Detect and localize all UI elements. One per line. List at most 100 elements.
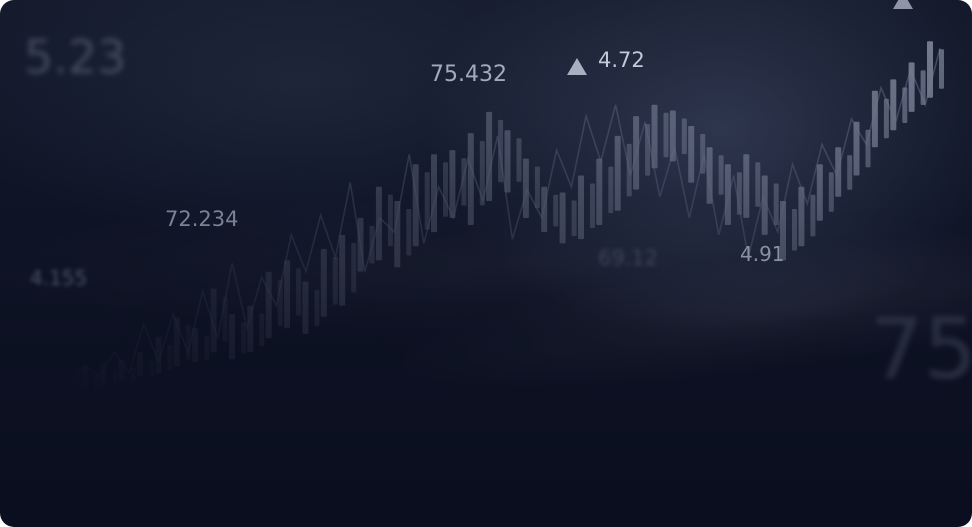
candle-bar: [608, 166, 614, 214]
candle-bar: [247, 305, 254, 353]
price-label: 4.91: [740, 242, 785, 266]
candle-bar: [590, 183, 595, 228]
candle-bar: [828, 172, 834, 212]
candle-bar: [810, 194, 816, 237]
price-label: 4.72: [598, 48, 645, 72]
candle-bar: [761, 175, 768, 235]
candle-bar: [155, 336, 162, 374]
candle-bar: [431, 154, 437, 233]
candle-bar: [553, 194, 559, 227]
candle-bar: [908, 62, 915, 112]
candle-bar: [724, 164, 731, 225]
candle-bar: [479, 141, 485, 206]
candle-bar: [443, 162, 448, 217]
price-label: 4.155: [30, 266, 88, 290]
candle-bar: [357, 217, 364, 272]
candle-bar: [449, 150, 456, 218]
candle-bar: [688, 126, 695, 183]
candle-bar: [700, 134, 706, 174]
candle-bar: [498, 119, 504, 183]
candle-bar: [351, 242, 357, 293]
candle-bar: [541, 186, 548, 232]
candle-bar: [461, 158, 467, 206]
candle-bar: [284, 260, 291, 329]
candle-bar: [522, 158, 529, 218]
candle-bar: [406, 209, 412, 256]
candle-bar: [939, 49, 944, 89]
candle-bar: [412, 164, 419, 247]
candle-bar: [902, 87, 908, 123]
candle-bar: [369, 225, 375, 264]
candle-bar: [314, 289, 320, 327]
price-label: 72.234: [165, 207, 239, 231]
candle-bar: [375, 186, 382, 261]
candle-bar: [626, 143, 632, 197]
candle-bar: [718, 155, 724, 195]
candle-bar: [798, 186, 805, 247]
candle-bar: [871, 90, 878, 148]
candle-bar: [265, 271, 272, 339]
price-label: 69.12: [598, 246, 659, 270]
up-arrow-icon: [567, 58, 587, 79]
price-label: 5.23: [24, 30, 127, 84]
candle-bar: [853, 121, 860, 176]
candle-bar: [706, 147, 713, 204]
candle-bar: [614, 135, 621, 211]
candle-bar: [920, 70, 926, 105]
candle-bar: [816, 164, 823, 221]
candle-bar: [332, 257, 338, 305]
candle-bar: [222, 296, 228, 342]
candle-bar: [259, 313, 265, 347]
candle-bar: [229, 314, 235, 360]
candle-bar: [277, 279, 283, 327]
candle-bar: [467, 133, 474, 225]
candle-bar: [633, 116, 640, 190]
candle-bar: [681, 118, 687, 155]
candle-bar: [516, 138, 522, 182]
candle-bar: [534, 166, 540, 209]
candle-bar: [835, 147, 842, 197]
candle-bar: [137, 352, 144, 377]
candle-bar: [118, 359, 125, 381]
candle-bar: [596, 158, 603, 225]
candle-bar: [792, 209, 797, 251]
candle-bar: [890, 79, 897, 131]
candle-bar: [339, 234, 346, 306]
candle-bar: [94, 374, 99, 390]
candle-bar: [645, 124, 651, 176]
candle-bar: [486, 111, 493, 201]
candle-bar: [296, 268, 302, 316]
candle-bar: [571, 200, 577, 237]
candle-bar: [927, 41, 933, 98]
candle-bar: [167, 344, 173, 371]
candle-bar: [780, 201, 786, 261]
candle-bar: [130, 367, 136, 383]
candle-bar: [578, 175, 584, 240]
candle-bar: [100, 362, 107, 385]
candle-bar: [173, 316, 180, 367]
candle-bar: [204, 336, 210, 360]
candle-bar: [210, 288, 217, 353]
price-label: 75: [870, 300, 972, 398]
candle-bar: [773, 183, 779, 226]
candle-bar: [559, 192, 566, 244]
candle-bar: [112, 370, 118, 386]
candle-bar: [663, 112, 669, 158]
candle-bar: [241, 322, 246, 354]
candle-bar: [424, 172, 430, 230]
candle-bar: [743, 154, 750, 218]
candle-bar: [847, 155, 853, 190]
candle-bar: [387, 194, 393, 247]
candle-bar: [394, 201, 401, 268]
up-arrow-icon: [893, 0, 913, 13]
candle-bar: [185, 324, 191, 360]
candle-bar: [82, 366, 88, 388]
candle-bar: [883, 98, 889, 139]
candle-bar: [651, 104, 658, 169]
candle-bar: [149, 360, 155, 377]
candle-bar: [192, 328, 199, 363]
candle-bar: [755, 162, 761, 207]
price-label: 75.432: [430, 62, 507, 87]
